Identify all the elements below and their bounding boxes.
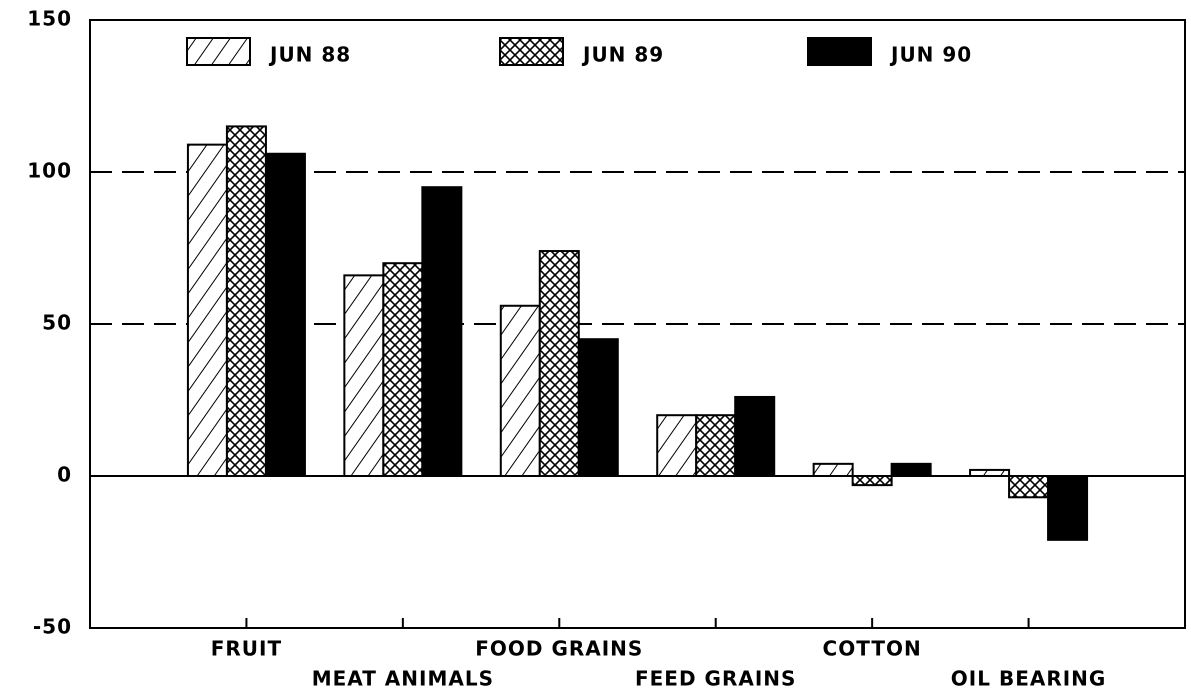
bar [695, 414, 737, 478]
legend-swatch [186, 37, 251, 66]
x-tick-label: MEAT ANIMALS [312, 667, 494, 691]
y-tick-label: 50 [42, 311, 72, 335]
y-tick-label: 150 [27, 7, 72, 31]
legend-label: JUN 89 [581, 43, 664, 67]
legend-label: JUN 88 [268, 43, 351, 67]
bar [890, 462, 932, 477]
x-tick-label: FOOD GRAINS [475, 637, 643, 661]
x-tick-label: FRUIT [211, 637, 282, 661]
bar [186, 143, 228, 477]
legend-swatch [499, 37, 564, 66]
bar [421, 186, 463, 477]
bar [499, 304, 541, 478]
y-tick-label: 100 [27, 159, 72, 183]
bar [577, 338, 619, 478]
bar [1008, 475, 1050, 499]
bar [734, 395, 776, 477]
bar [851, 475, 893, 487]
bar [1047, 475, 1089, 541]
x-tick-label: OIL BEARING [951, 667, 1107, 691]
bar [656, 414, 698, 478]
legend-swatch [807, 37, 872, 66]
bar [538, 250, 580, 477]
x-tick-label: COTTON [823, 637, 922, 661]
bar [969, 468, 1011, 478]
bar [225, 125, 267, 478]
bar [264, 152, 306, 477]
y-tick-label: -50 [33, 615, 72, 639]
bar [382, 262, 424, 478]
plot-frame [89, 19, 1186, 629]
y-tick-label: 0 [57, 463, 72, 487]
legend-label: JUN 90 [889, 43, 972, 67]
bar [343, 274, 385, 477]
x-tick-label: FEED GRAINS [635, 667, 796, 691]
bar [812, 462, 854, 477]
